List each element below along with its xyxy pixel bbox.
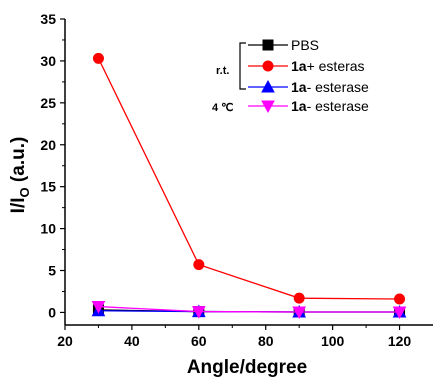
data-point: [191, 306, 206, 319]
data-point: [92, 52, 104, 64]
legend-label: 1a- esterase: [291, 79, 369, 95]
series-2: [92, 52, 406, 305]
x-tick-label: 40: [124, 333, 140, 349]
data-point: [292, 306, 307, 320]
legend-group-label: r.t.: [216, 65, 229, 77]
series-line: [97, 58, 400, 300]
series-line: [98, 305, 400, 313]
y-tick-label: 35: [40, 11, 56, 27]
x-tick-label: 20: [57, 333, 73, 349]
legend-group-label: 4 ℃: [212, 102, 234, 114]
y-tick-label: 5: [48, 263, 56, 279]
legend-bracket: [239, 42, 246, 90]
legend-entry: PBS: [248, 37, 319, 53]
legend-label: 1a- esterase: [291, 98, 369, 114]
y-axis-label-units: (a.u.): [8, 137, 29, 188]
y-axis-label: I/IO (a.u.): [8, 137, 32, 214]
data-point: [394, 293, 406, 305]
x-axis-ticks: 20 40 60 80 100 120: [57, 325, 411, 349]
data-point: [392, 306, 407, 320]
x-tick-label: 120: [388, 333, 412, 349]
legend-marker: [261, 79, 275, 93]
legend-label: 1a+ esteras: [291, 58, 365, 74]
y-tick-label: 10: [40, 221, 56, 237]
y-axis-label-sub: O: [17, 187, 32, 197]
y-tick-label: 30: [40, 53, 56, 69]
y-axis-label-main: I/I: [8, 197, 29, 213]
data-point: [293, 292, 305, 304]
legend-marker: [261, 100, 275, 114]
axes: [64, 19, 433, 326]
legend-marker: [262, 60, 274, 72]
legend: PBS 1a+ esteras 1a- esterase 1a- esterase r.…: [212, 37, 369, 114]
x-axis-label: Angle/degree: [187, 357, 307, 378]
legend-entry: 1a- esterase: [248, 98, 369, 114]
legend-entry: 1a+ esteras: [248, 58, 365, 74]
legend-label: PBS: [291, 37, 319, 53]
y-tick-label: 25: [40, 95, 56, 111]
legend-marker: [262, 39, 274, 51]
y-tick-label: 15: [40, 179, 56, 195]
x-tick-label: 60: [191, 333, 207, 349]
legend-entry: 1a- esterase: [248, 79, 369, 95]
series-3: [91, 303, 407, 318]
y-tick-label: 0: [48, 304, 56, 320]
x-tick-label: 100: [321, 333, 345, 349]
data-point: [193, 259, 205, 271]
x-tick-label: 80: [258, 333, 274, 349]
series-layer: [91, 52, 407, 320]
data-point: [91, 301, 106, 314]
series-4: [91, 301, 407, 320]
y-tick-label: 20: [40, 137, 56, 153]
y-axis-ticks: 0 5 10 15 20 25 30 35: [40, 11, 65, 320]
